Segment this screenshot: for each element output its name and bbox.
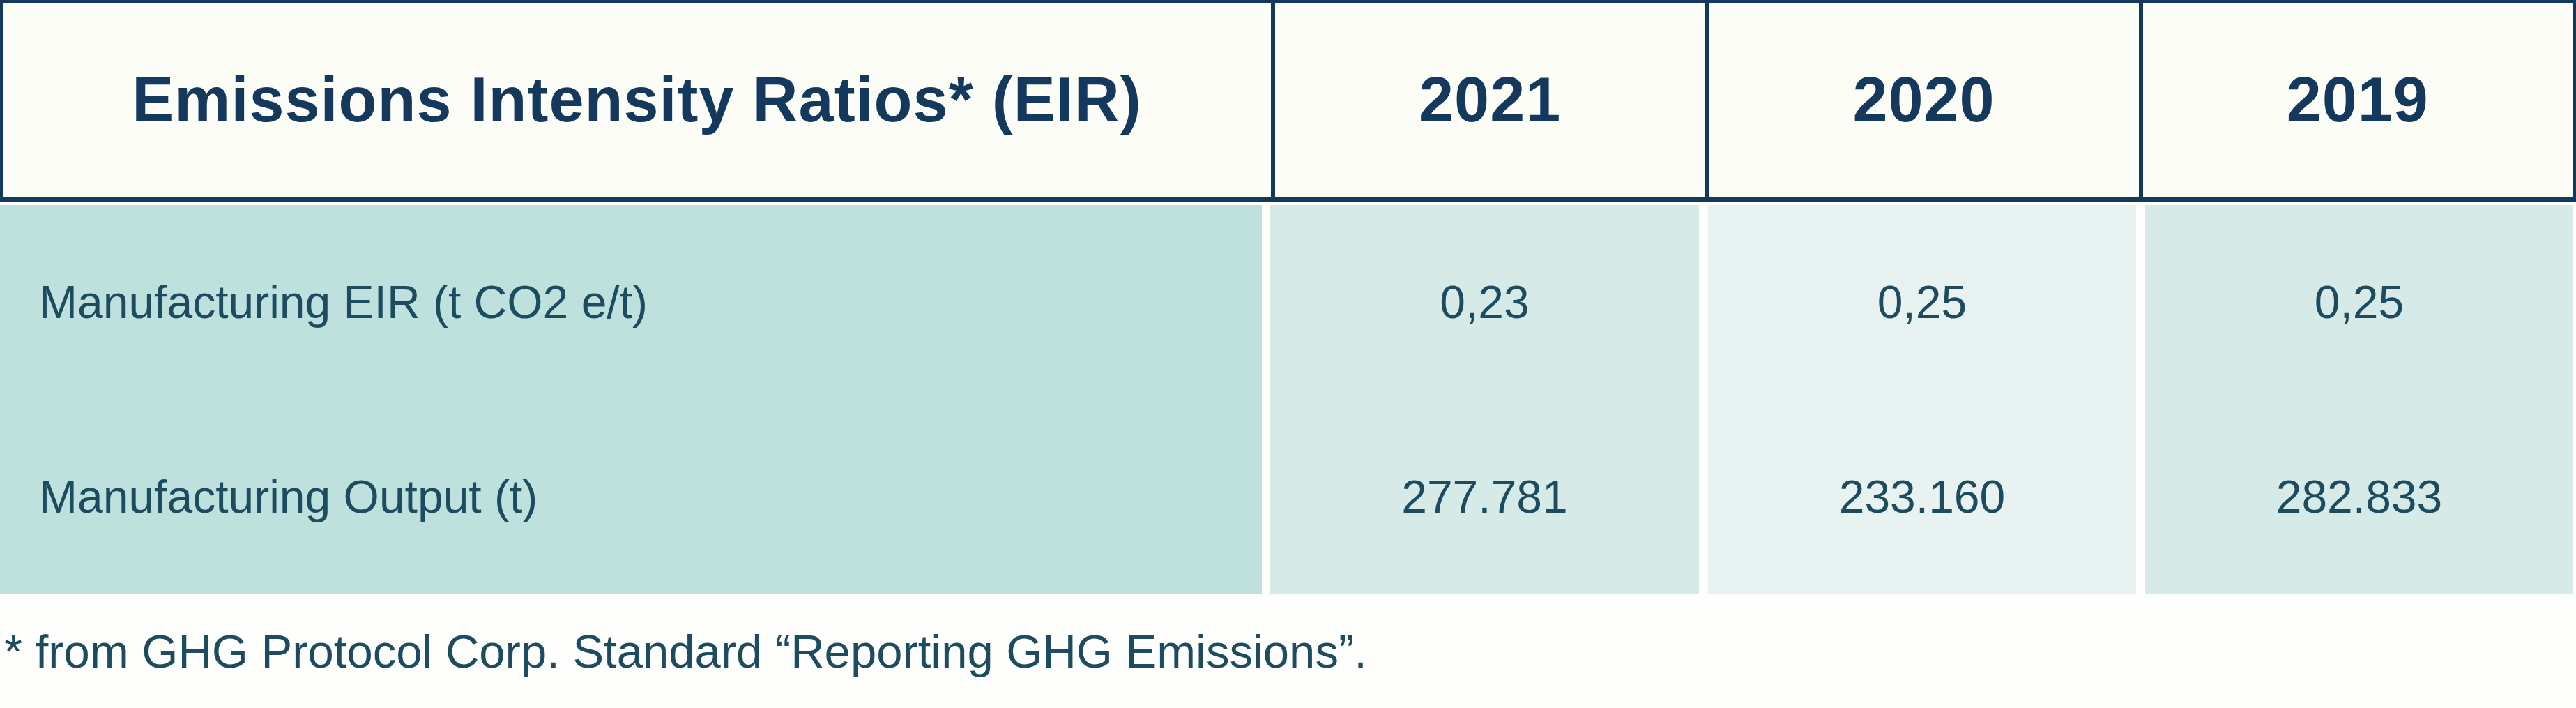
table-row-manufacturing-eir: Manufacturing EIR (t CO2 e/t) 0,23 0,25 … [0,205,2576,400]
table-footnote-band: * from GHG Protocol Corp. Standard “Repo… [0,594,2576,708]
row-label-manufacturing-output: Manufacturing Output (t) [0,400,1262,594]
table-body: Manufacturing EIR (t CO2 e/t) 0,23 0,25 … [0,205,2576,594]
cell-output-2021: 277.781 [1270,400,1699,594]
cell-output-2019: 282.833 [2145,400,2573,594]
column-header-2021: 2021 [1271,3,1705,197]
cell-eir-2019: 0,25 [2145,205,2573,400]
footnote-text: * from GHG Protocol Corp. Standard “Repo… [4,624,1367,678]
cell-output-2020: 233.160 [1708,400,2136,594]
emissions-intensity-table: Emissions Intensity Ratios* (EIR) 2021 2… [0,0,2576,708]
table-header-row: Emissions Intensity Ratios* (EIR) 2021 2… [0,0,2576,202]
row-label-manufacturing-eir: Manufacturing EIR (t CO2 e/t) [0,205,1262,400]
column-header-2020: 2020 [1705,3,2138,197]
column-header-2019: 2019 [2139,3,2573,197]
table-row-manufacturing-output: Manufacturing Output (t) 277.781 233.160… [0,400,2576,594]
table-title: Emissions Intensity Ratios* (EIR) [3,3,1271,197]
cell-eir-2021: 0,23 [1270,205,1699,400]
cell-eir-2020: 0,25 [1708,205,2136,400]
